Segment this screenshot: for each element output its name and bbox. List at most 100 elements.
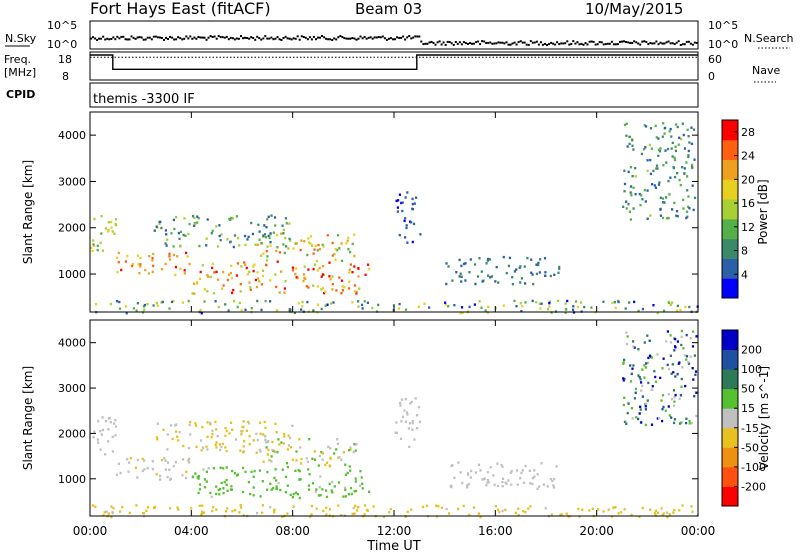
- heatmap-cell: [340, 242, 343, 245]
- heatmap-cell: [173, 227, 176, 231]
- heatmap-cell: [624, 307, 627, 310]
- heatmap-cell: [183, 217, 186, 220]
- heatmap-cell: [650, 356, 653, 359]
- heatmap-cell: [404, 217, 407, 220]
- heatmap-cell: [678, 509, 681, 512]
- heatmap-cell: [261, 480, 264, 483]
- heatmap-cell: [271, 440, 274, 444]
- heatmap-cell: [478, 257, 481, 260]
- heatmap-cell: [292, 492, 295, 496]
- heatmap-cell: [501, 509, 504, 513]
- heatmap-cell: [691, 367, 694, 370]
- heatmap-cell: [202, 468, 205, 471]
- heatmap-cell: [678, 178, 681, 182]
- heatmap-cell: [264, 236, 268, 239]
- noise-point: [104, 38, 107, 41]
- heatmap-cell: [447, 512, 451, 515]
- heatmap-cell: [304, 277, 307, 280]
- heatmap-cell: [181, 301, 184, 304]
- noise-point: [458, 41, 461, 44]
- heatmap-cell: [229, 241, 232, 244]
- heatmap-cell: [288, 222, 291, 225]
- heatmap-cell: [623, 190, 626, 193]
- heatmap-cell: [638, 192, 641, 196]
- heatmap-cell: [634, 175, 637, 178]
- heatmap-cell: [329, 278, 332, 281]
- heatmap-cell: [259, 421, 262, 424]
- noise-point: [256, 35, 259, 38]
- heatmap-cell: [177, 439, 180, 442]
- heatmap-cell: [688, 207, 691, 210]
- heatmap-cell: [523, 265, 526, 268]
- heatmap-cell: [538, 302, 541, 305]
- heatmap-cell: [359, 470, 362, 473]
- heatmap-cell: [510, 470, 513, 473]
- heatmap-cell: [366, 301, 369, 304]
- heatmap-cell: [400, 420, 403, 423]
- heatmap-cell: [139, 263, 142, 266]
- noise-point: [321, 35, 323, 37]
- station-title: Fort Hays East (fitACF): [90, 0, 271, 18]
- heatmap-cell: [643, 189, 646, 192]
- heatmap-cell: [238, 511, 241, 514]
- heatmap-cell: [107, 428, 110, 431]
- heatmap-cell: [646, 399, 649, 402]
- noise-point: [588, 40, 591, 43]
- heatmap-cell: [196, 282, 199, 285]
- noise-point: [450, 42, 453, 45]
- heatmap-cell: [224, 446, 227, 449]
- heatmap-cell: [236, 236, 240, 240]
- heatmap-cell: [219, 487, 222, 491]
- heatmap-cell: [664, 126, 667, 130]
- heatmap-cell: [489, 466, 492, 469]
- heatmap-cell: [323, 291, 326, 295]
- heatmap-cell: [687, 360, 690, 364]
- heatmap-cell: [225, 429, 228, 433]
- heatmap-cell: [671, 155, 674, 158]
- heatmap-cell: [200, 449, 203, 452]
- heatmap-cell: [522, 510, 525, 513]
- heatmap-cell: [520, 277, 523, 280]
- heatmap-cell: [245, 429, 248, 432]
- heatmap-cell: [99, 448, 102, 451]
- noise-point: [659, 41, 662, 44]
- heatmap-cell: [682, 198, 685, 202]
- heatmap-cell: [671, 363, 674, 366]
- heatmap-cell: [354, 504, 357, 508]
- noise-point: [323, 36, 326, 39]
- heatmap-cell: [114, 419, 117, 422]
- heatmap-cell: [487, 305, 490, 308]
- heatmap-cell: [97, 441, 100, 444]
- heatmap-cell: [151, 460, 154, 463]
- heatmap-cell: [144, 268, 147, 272]
- heatmap-cell: [673, 396, 676, 399]
- noise-point: [696, 41, 698, 44]
- heatmap-cell: [266, 470, 269, 474]
- heatmap-cell: [242, 445, 245, 448]
- heatmap-cell: [416, 427, 419, 430]
- heatmap-cell: [691, 345, 695, 348]
- noise-point: [576, 41, 579, 44]
- heatmap-cell: [349, 469, 352, 472]
- noise-point: [108, 38, 111, 41]
- noise-point: [560, 42, 563, 45]
- heatmap-cell: [661, 513, 664, 516]
- heatmap-cell: [540, 302, 543, 305]
- heatmap-cell: [286, 484, 289, 487]
- heatmap-cell: [656, 167, 659, 170]
- heatmap-cell: [622, 403, 625, 407]
- heatmap-cell: [269, 506, 272, 509]
- nave-label: Nave: [752, 64, 780, 77]
- heatmap-cell: [168, 255, 171, 258]
- heatmap-cell: [217, 278, 220, 281]
- heatmap-cell: [229, 488, 232, 491]
- heatmap-cell: [643, 124, 646, 127]
- heatmap-cell: [231, 428, 234, 431]
- heatmap-cell: [287, 434, 290, 437]
- heatmap-cell: [266, 245, 269, 248]
- heatmap-cell: [457, 461, 460, 464]
- heatmap-cell: [312, 252, 315, 255]
- heatmap-cell: [322, 245, 325, 248]
- noise-point: [165, 36, 167, 39]
- heatmap-cell: [673, 156, 676, 159]
